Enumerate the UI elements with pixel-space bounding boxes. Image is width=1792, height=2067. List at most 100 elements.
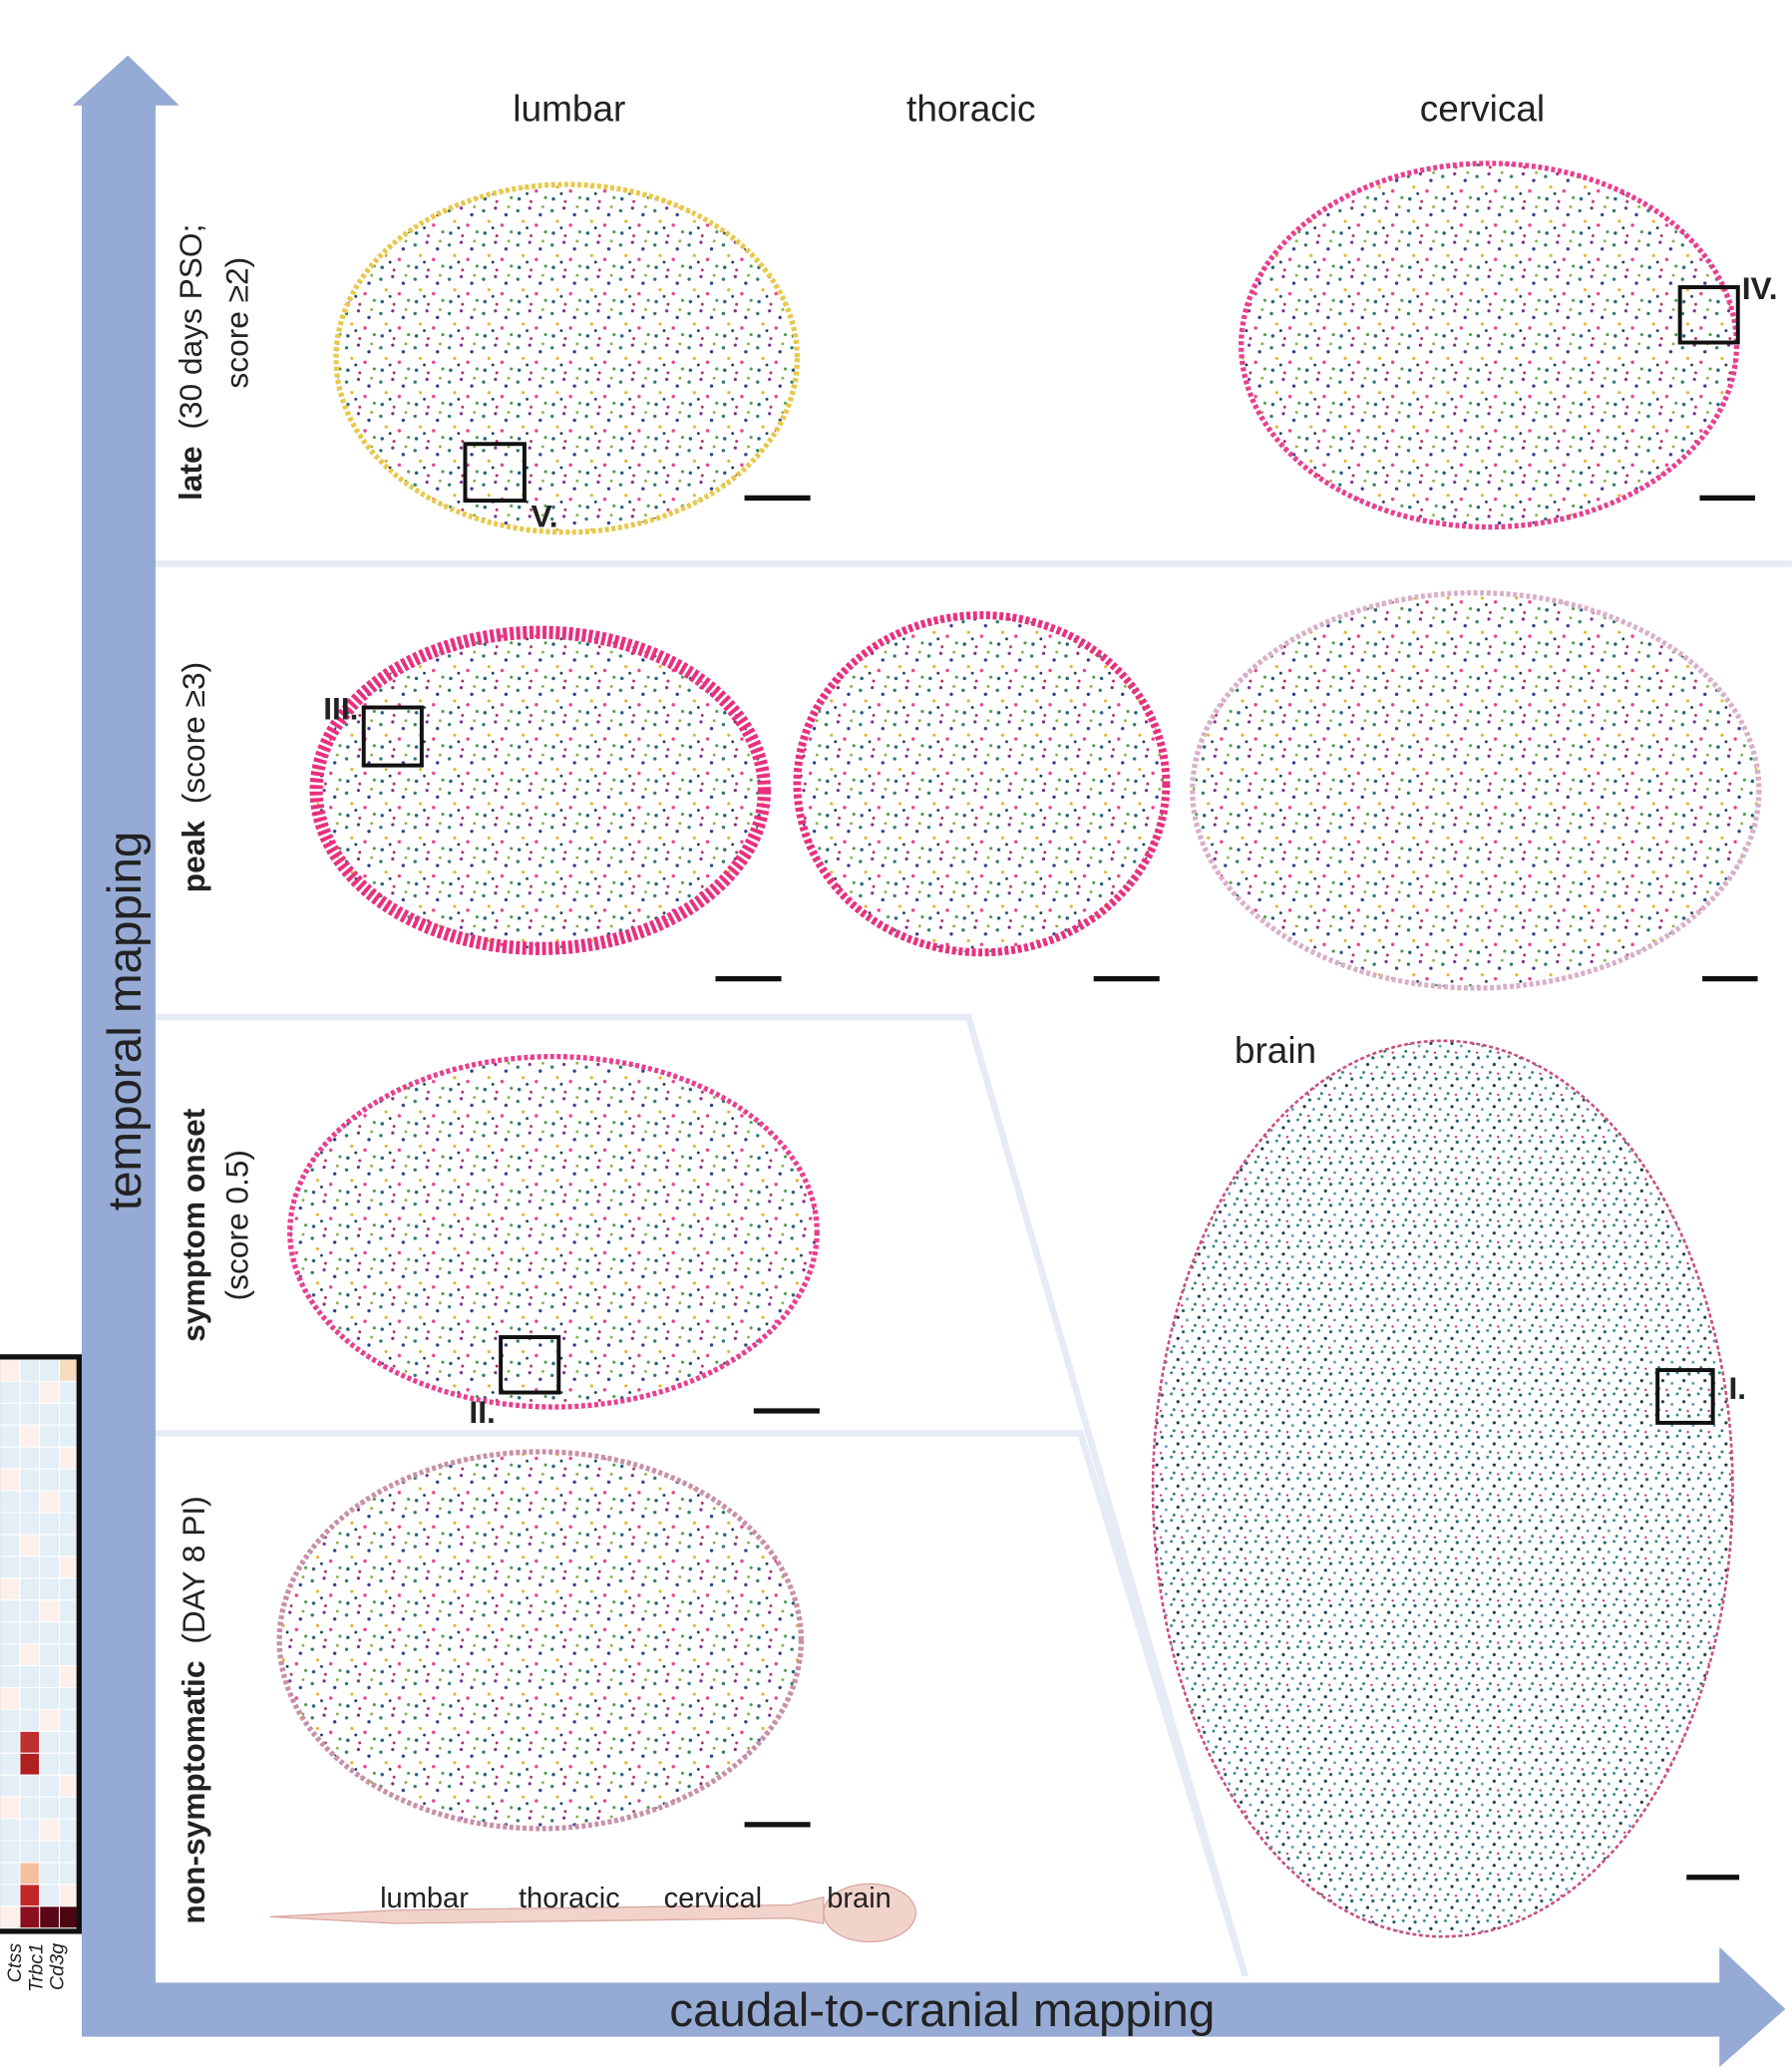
heatmap-cell (19, 1862, 41, 1886)
heatmap-cell (0, 1774, 21, 1798)
heatmap-cell (58, 1599, 80, 1623)
heatmap-cell (19, 1796, 41, 1820)
heatmap-cell (39, 1468, 61, 1492)
heatmap-cell (39, 1446, 61, 1470)
heatmap-cell (0, 1686, 21, 1710)
heatmap-cell (19, 1730, 41, 1754)
heatmap-cell (39, 1577, 61, 1601)
heatmap-cell (39, 1534, 61, 1557)
roi-boxes (361, 285, 1740, 1425)
heatmap-cell (39, 1686, 61, 1710)
heatmap-cell (58, 1905, 80, 1929)
heatmap-cell (19, 1686, 41, 1710)
roi-label: II. (469, 1394, 495, 1430)
row-label-text: (30 days PSO; (173, 224, 208, 430)
section-peak-lumbar (309, 625, 771, 955)
heatmap-cell (39, 1752, 61, 1776)
scale-bars (715, 495, 1758, 1881)
heatmap-cell (58, 1577, 80, 1601)
heatmap-cell (58, 1512, 80, 1536)
spine-label: cervical (664, 1883, 762, 1914)
heatmap-cell (19, 1358, 41, 1382)
heatmap-cell (39, 1555, 61, 1579)
heatmap-cell (19, 1446, 41, 1470)
heatmap-cell (0, 1424, 21, 1448)
heatmap-cell (19, 1468, 41, 1492)
column-header: thoracic (906, 89, 1036, 130)
heatmap-cell (58, 1840, 80, 1864)
heatmap-cell (58, 1402, 80, 1426)
roi-label: IV. (1742, 270, 1778, 306)
heatmap-cell (0, 1555, 21, 1579)
heatmap-cell (39, 1512, 61, 1536)
heatmap-cell (58, 1665, 80, 1689)
heatmap-cell (19, 1512, 41, 1536)
roi-label: V. (532, 498, 558, 533)
heatmap-cell (58, 1862, 80, 1886)
heatmap-cell (39, 1380, 61, 1404)
heatmap-cell (58, 1643, 80, 1667)
vertical-axis-label: temporal mapping (99, 832, 152, 1211)
spine-label: lumbar (380, 1883, 469, 1914)
row-label-text: (score ≥3) (176, 662, 211, 804)
heatmap-cell (39, 1599, 61, 1623)
spine-label: thoracic (519, 1883, 620, 1914)
heatmap-cell (58, 1708, 80, 1732)
spine-label: brain (827, 1883, 892, 1914)
heatmap-cell (58, 1446, 80, 1470)
heatmap-cell (0, 1534, 21, 1557)
heatmap-cell (58, 1555, 80, 1579)
row-label-bold: symptom onset (176, 1108, 211, 1342)
heatmap-cell (58, 1818, 80, 1842)
heatmap-cell (0, 1599, 21, 1623)
heatmap-cell (0, 1818, 21, 1842)
horizontal-axis-label: caudal-to-cranial mapping (669, 1984, 1215, 2037)
heatmap-cell (58, 1752, 80, 1776)
heatmap-cell (39, 1862, 61, 1886)
heatmap-cell (39, 1905, 61, 1929)
heatmap-cell (19, 1380, 41, 1404)
dividers (155, 560, 1792, 1977)
heatmap-cell (58, 1468, 80, 1492)
spine-diagram (269, 1883, 916, 1943)
heatmap-cell (39, 1358, 61, 1382)
heatmap-cell (58, 1730, 80, 1754)
heatmap-cell (19, 1818, 41, 1842)
tissue-sections (276, 161, 1762, 1938)
heatmap-cell (0, 1643, 21, 1667)
heatmap-cell (0, 1490, 21, 1514)
heatmap-cell (19, 1752, 41, 1776)
row-label-bold: late (173, 446, 208, 501)
heatmap-cell (39, 1402, 61, 1426)
heatmap-cell (39, 1884, 61, 1907)
heatmap-cell (0, 1446, 21, 1470)
row-label-line2: (score 0.5) (218, 1150, 254, 1300)
heatmap-cell (39, 1840, 61, 1864)
heatmap-cell (0, 1512, 21, 1536)
heatmap-cell (19, 1621, 41, 1645)
gene-label: Ctss (4, 1943, 26, 1983)
column-header: lumbar (513, 89, 625, 130)
heatmap-cell (0, 1796, 21, 1820)
heatmap-cell (19, 1774, 41, 1798)
section-peak-cervical (1190, 589, 1762, 991)
section-peak-thoracic (793, 611, 1171, 957)
heatmap-cell (39, 1643, 61, 1667)
roi-label: I. (1729, 1370, 1747, 1406)
heatmap-cell (0, 1621, 21, 1645)
heatmap-cell (19, 1884, 41, 1907)
heatmap-cell (58, 1621, 80, 1645)
roi-label: III. (323, 690, 358, 726)
heatmap-cell (39, 1424, 61, 1448)
heatmap-cell (58, 1534, 80, 1557)
heatmap-cell (39, 1774, 61, 1798)
heatmap-cell (58, 1358, 80, 1382)
row-label-line2: score ≥2) (218, 257, 254, 389)
row-label-bold: non-symptomatic (176, 1661, 211, 1924)
heatmap-cell (19, 1643, 41, 1667)
heatmap-cell (39, 1730, 61, 1754)
row-label-text: (DAY 8 PI) (176, 1496, 211, 1644)
section-onset (287, 1053, 820, 1410)
